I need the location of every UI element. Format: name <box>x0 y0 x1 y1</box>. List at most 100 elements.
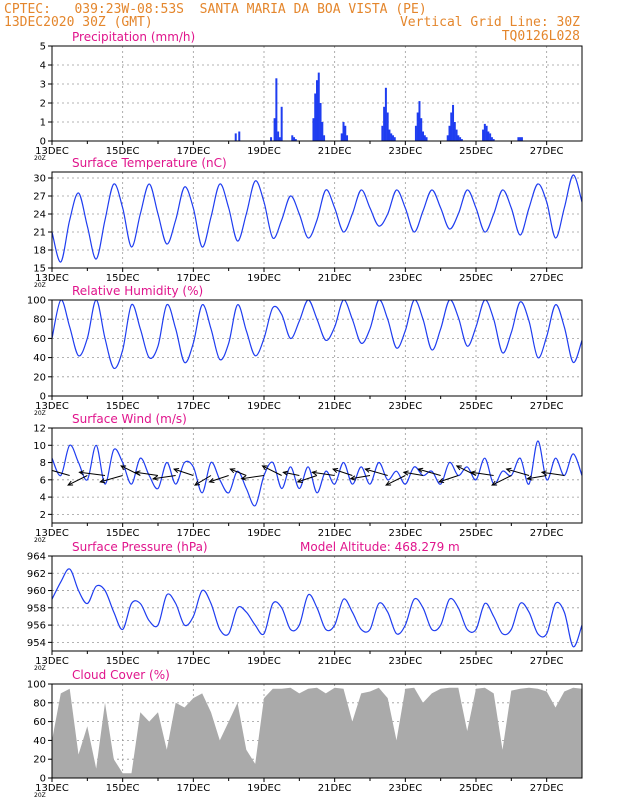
panel-0: 13DEC 15DEC 17DEC 19DEC 21DEC 23DEC 25DEC 27DEC… <box>34 30 583 162</box>
precip-bar <box>485 125 488 141</box>
precip-bar <box>293 137 296 141</box>
x-tick-label: 25DEC <box>459 273 493 284</box>
wind-arrow <box>209 475 229 483</box>
precip-bar <box>420 118 423 141</box>
precip-bar <box>386 112 389 141</box>
y-tick-label: 962 <box>27 569 46 580</box>
x-tick-label: 13DEC <box>35 783 69 794</box>
precip-bar <box>450 112 453 141</box>
wind-arrow-head <box>134 470 141 476</box>
plot-area <box>52 300 582 369</box>
x-tick-label: 15DEC <box>106 273 140 284</box>
y-tick-label: 1 <box>40 118 46 129</box>
panel-title: Cloud Cover (%) <box>72 668 170 682</box>
precip-bar <box>459 137 462 141</box>
x-tick-label: 21DEC <box>318 656 352 667</box>
plot-area <box>234 72 523 141</box>
plot-area <box>52 687 582 778</box>
y-tick-label: 5 <box>40 42 46 53</box>
y-tick-label: 10 <box>33 441 46 452</box>
panel-5: 13DEC 15DEC 17DEC 19DEC 21DEC 23DEC 25DEC 27DEC… <box>27 668 583 799</box>
precip-bar <box>489 133 492 141</box>
x-tick-label: 15DEC <box>106 528 140 539</box>
panel-title: Relative Humidity (%) <box>72 284 203 298</box>
y-tick-label: 956 <box>27 621 46 632</box>
y-tick-label: 60 <box>33 334 46 345</box>
x-tick-label: 23DEC <box>388 273 422 284</box>
precip-bar <box>323 135 326 141</box>
precip-bar <box>280 106 283 141</box>
panel-frame <box>51 555 583 652</box>
wind-arrow-head <box>402 470 409 476</box>
x-tick-label: 23DEC <box>388 401 422 412</box>
series-line <box>52 568 582 648</box>
x-stub-label: 20Z <box>34 282 46 289</box>
wind-arrow-head <box>491 480 498 486</box>
panel-4: 13DEC 15DEC 17DEC 19DEC 21DEC 23DEC 25DEC 27DEC… <box>27 540 583 672</box>
wind-arrow-head <box>385 480 392 486</box>
x-tick-label: 17DEC <box>176 656 210 667</box>
y-tick-label: 30 <box>33 174 46 185</box>
y-tick-label: 100 <box>27 680 46 691</box>
x-tick-label: 17DEC <box>176 783 210 794</box>
wind-arrow-head <box>296 478 303 483</box>
wind-arrow <box>52 469 70 476</box>
wind-arrow-head <box>349 475 356 481</box>
x-tick-label: 25DEC <box>459 528 493 539</box>
wind-arrow-head <box>120 465 127 471</box>
x-tick-label: 21DEC <box>318 528 352 539</box>
x-tick-label: 13DEC <box>35 146 69 157</box>
precip-bar <box>517 137 520 141</box>
y-tick-label: 0 <box>40 137 46 148</box>
wind-arrow-head <box>470 470 477 476</box>
wind-arrow <box>79 471 106 476</box>
precip-bar <box>490 137 493 141</box>
y-tick-label: 954 <box>27 638 46 649</box>
y-tick-label: 6 <box>40 475 46 486</box>
x-stub-label: 20Z <box>34 155 46 162</box>
x-tick-label: 23DEC <box>388 528 422 539</box>
precip-bar <box>388 129 391 141</box>
wind-arrow <box>350 475 371 480</box>
y-tick-label: 4 <box>40 493 46 504</box>
x-tick-label: 25DEC <box>459 146 493 157</box>
x-tick-label: 13DEC <box>35 401 69 412</box>
y-tick-label: 80 <box>33 315 46 326</box>
x-tick-label: 27DEC <box>530 146 564 157</box>
y-tick-label: 40 <box>33 736 46 747</box>
wind-arrow <box>230 468 247 476</box>
x-tick-label: 17DEC <box>176 528 210 539</box>
header-model-id: TQ0126L028 <box>501 29 580 44</box>
panel-3: 13DEC 15DEC 17DEC 19DEC 21DEC 23DEC 25DEC 27DEC… <box>33 412 583 544</box>
precip-bar <box>346 135 349 141</box>
wind-arrow-head <box>173 468 180 473</box>
wind-arrow <box>194 475 212 486</box>
wind-arrow <box>67 475 88 486</box>
x-tick-label: 27DEC <box>530 273 564 284</box>
precip-bar <box>234 133 237 141</box>
x-tick-label: 27DEC <box>530 656 564 667</box>
wind-arrow <box>135 471 159 476</box>
precip-bar <box>381 125 384 141</box>
precip-bar <box>278 137 281 141</box>
precip-bar <box>423 135 426 141</box>
y-tick-label: 27 <box>33 192 46 203</box>
panel-1: 13DEC 15DEC 17DEC 19DEC 21DEC 23DEC 25DEC 27DEC… <box>33 156 583 289</box>
precip-bar <box>487 131 490 141</box>
panel-frame <box>51 683 583 779</box>
header-grid-note: Vertical Grid Line: 30Z <box>399 15 580 30</box>
x-tick-label: 19DEC <box>247 656 281 667</box>
x-tick-label: 21DEC <box>318 783 352 794</box>
y-tick-label: 18 <box>33 246 46 257</box>
x-tick-label: 23DEC <box>388 656 422 667</box>
x-tick-label: 15DEC <box>106 401 140 412</box>
x-stub-label: 20Z <box>34 537 46 544</box>
wind-arrow-head <box>78 470 85 476</box>
wind-arrow <box>527 475 547 480</box>
wind-arrow <box>365 468 388 476</box>
y-tick-label: 4 <box>40 61 46 72</box>
wind-arrow-head <box>282 470 289 476</box>
y-tick-label: 0 <box>40 774 46 785</box>
wind-arrow-head <box>208 478 215 483</box>
